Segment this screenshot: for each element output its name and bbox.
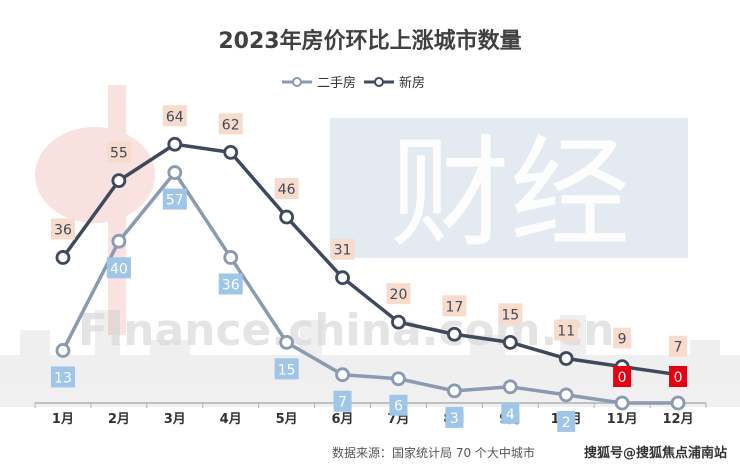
- data-point-new-house: [335, 270, 350, 286]
- series-line-new-house: [61, 142, 679, 377]
- data-label-used-house: 40: [110, 261, 128, 277]
- data-label-bg-used-house: [218, 273, 243, 295]
- data-label-used-house: 15: [278, 362, 296, 378]
- data-label-used-house: 57: [166, 193, 184, 209]
- data-label-new-house: 17: [445, 299, 463, 315]
- data-label-bg-new-house: [106, 141, 131, 163]
- data-label-used-house: 0: [674, 370, 683, 386]
- data-label-bg-new-house: [498, 303, 523, 325]
- data-point-new-house: [446, 326, 462, 342]
- data-label-new-house: 55: [110, 146, 128, 162]
- data-label-used-house: 13: [54, 370, 72, 386]
- legend: 二手房 新房: [282, 75, 425, 91]
- data-label-bg-new-house: [554, 319, 579, 341]
- credit-text: 搜狐号@搜狐焦点浦南站: [584, 445, 727, 461]
- data-label-bg-new-house: [330, 238, 355, 260]
- x-tick-label: 6月: [332, 412, 354, 427]
- data-label-bg-new-house: [274, 178, 299, 200]
- data-label-new-house: 46: [278, 182, 296, 198]
- legend-item-new: 新房: [364, 75, 425, 91]
- data-point-used-house: [446, 383, 462, 399]
- data-point-used-house: [55, 343, 71, 358]
- data-label-new-house: 62: [222, 117, 240, 133]
- data-label-bg-used-house: [274, 358, 299, 380]
- legend-label-used: 二手房: [317, 75, 356, 91]
- data-label-bg-new-house: [162, 105, 187, 127]
- source-note: 数据来源：国家统计局 70 个大中城市: [332, 445, 535, 460]
- data-label-new-house: 20: [390, 287, 408, 303]
- data-label-bg-used-house: [557, 410, 576, 432]
- x-tick-label: 11月: [607, 412, 638, 427]
- data-label-used-house: 3: [450, 411, 459, 427]
- x-axis-ticks: [34, 403, 707, 408]
- data-label-new-house: 64: [166, 109, 184, 125]
- x-tick-label: 4月: [220, 412, 242, 427]
- data-point-new-house: [279, 209, 295, 225]
- data-label-bg-new-house: [386, 283, 411, 305]
- x-tick-label: 3月: [164, 412, 186, 427]
- data-point-new-house: [111, 173, 127, 189]
- data-label-bg-used-house: [389, 394, 408, 416]
- data-label-new-house: 11: [557, 324, 575, 340]
- x-tick-label: 12月: [662, 412, 693, 427]
- data-point-used-house: [614, 395, 630, 411]
- data-label-bg-used-house: [445, 406, 464, 428]
- data-point-new-house: [502, 334, 518, 350]
- legend-marker-used: [292, 77, 302, 87]
- data-point-new-house: [55, 250, 71, 265]
- brand-watermark: 财经: [330, 118, 688, 264]
- data-point-used-house: [558, 387, 574, 403]
- legend-marker-new: [374, 77, 384, 87]
- data-point-used-house: [335, 367, 350, 383]
- data-point-used-house: [167, 165, 183, 180]
- data-point-new-house: [223, 144, 239, 160]
- data-label-bg-used-house: [333, 390, 352, 412]
- data-label-used-house: 6: [394, 399, 403, 415]
- data-point-new-house: [558, 351, 574, 366]
- series-line-used-house: [61, 170, 679, 405]
- data-point-used-house: [670, 395, 686, 411]
- data-label-bg-used-house: [501, 402, 520, 424]
- data-point-used-house: [223, 250, 239, 265]
- data-label-bg-used-house: [106, 257, 131, 279]
- data-label-new-house: 7: [674, 340, 683, 356]
- data-label-bg-new-house: [613, 327, 632, 349]
- data-label-used-house: 2: [562, 415, 571, 431]
- data-label-bg-used-house: [669, 366, 688, 387]
- data-label-bg-used-house: [162, 188, 187, 210]
- data-label-used-house: 36: [222, 277, 240, 293]
- data-label-used-house: 0: [618, 370, 627, 386]
- data-label-new-house: 15: [501, 307, 519, 323]
- data-label-new-house: 31: [334, 243, 352, 259]
- chart-title: 2023年房价环比上涨城市数量: [218, 28, 521, 54]
- x-tick-label: 2月: [108, 412, 130, 427]
- data-label-bg-new-house: [669, 335, 688, 357]
- data-point-used-house: [391, 371, 406, 387]
- data-label-used-house: 4: [506, 407, 515, 423]
- x-tick-label: 1月: [52, 412, 74, 427]
- data-label-used-house: 7: [338, 395, 347, 411]
- data-label-bg-new-house: [50, 218, 75, 240]
- data-label-bg-used-house: [613, 366, 632, 387]
- legend-item-used: 二手房: [282, 75, 356, 91]
- x-tick-label: 5月: [276, 412, 298, 427]
- data-label-bg-used-house: [50, 366, 75, 388]
- brand-watermark-text: 财经: [390, 125, 630, 264]
- data-point-used-house: [502, 379, 518, 395]
- x-tick-label: 7月: [387, 412, 409, 427]
- data-point-used-house: [279, 334, 295, 350]
- data-label-bg-new-house: [442, 295, 467, 317]
- legend-label-new: 新房: [399, 75, 425, 91]
- x-axis-labels: 1月2月3月4月5月6月7月8月9月10月11月12月: [52, 412, 694, 427]
- data-point-new-house: [391, 314, 406, 330]
- data-point-used-house: [111, 233, 127, 249]
- seal-watermark: [35, 85, 155, 335]
- data-label-new-house: 9: [618, 332, 627, 348]
- data-point-new-house: [167, 136, 183, 152]
- data-label-bg-new-house: [218, 113, 243, 135]
- data-label-new-house: 36: [54, 222, 72, 238]
